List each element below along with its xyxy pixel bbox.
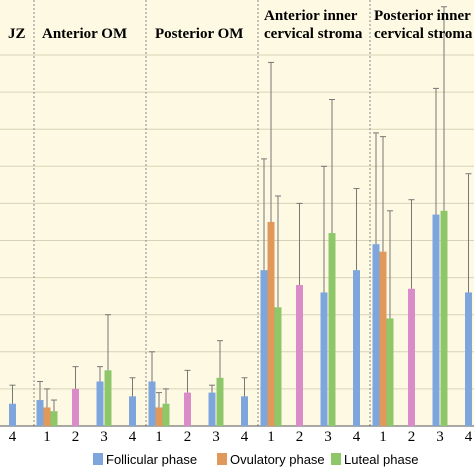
bar bbox=[43, 407, 51, 426]
bar bbox=[379, 251, 387, 426]
bar bbox=[155, 407, 163, 426]
x-tick-label: 3 bbox=[436, 429, 444, 445]
bar bbox=[267, 221, 275, 426]
x-tick-label: 4 bbox=[353, 429, 361, 445]
bar bbox=[72, 388, 79, 426]
bar bbox=[328, 233, 336, 426]
bar bbox=[320, 292, 328, 426]
group-title: Anterior inner cervical stroma bbox=[264, 8, 363, 42]
group-title: Posterior OM bbox=[155, 26, 243, 42]
bar bbox=[260, 270, 268, 426]
x-tick-labels: 4 1 2 3 4 1 2 3 4 1 2 3 4 1 2 3 4 bbox=[9, 429, 473, 445]
bar bbox=[184, 392, 191, 426]
bar bbox=[96, 381, 104, 426]
bar bbox=[432, 214, 440, 426]
bar bbox=[372, 244, 380, 426]
legend-swatch bbox=[217, 453, 227, 465]
legend-swatch bbox=[93, 453, 103, 465]
bar bbox=[129, 396, 136, 426]
bar bbox=[274, 307, 282, 426]
x-tick-label: 3 bbox=[212, 429, 220, 445]
x-tick-label: 1 bbox=[379, 429, 387, 445]
bar bbox=[104, 370, 112, 426]
x-tick-label: 2 bbox=[408, 429, 416, 445]
x-tick-label: 3 bbox=[324, 429, 332, 445]
bar bbox=[148, 381, 156, 426]
legend-label: Follicular phase bbox=[106, 452, 197, 467]
x-tick-label: 1 bbox=[267, 429, 275, 445]
x-tick-label: 2 bbox=[184, 429, 192, 445]
bar bbox=[296, 285, 303, 426]
bar bbox=[386, 318, 394, 426]
plot-background bbox=[0, 0, 474, 426]
group-title: Posterior inner cervical stroma bbox=[374, 8, 473, 42]
bar bbox=[353, 270, 360, 426]
bar bbox=[465, 292, 472, 426]
x-tick-label: 1 bbox=[43, 429, 51, 445]
legend-swatch bbox=[331, 453, 341, 465]
bar bbox=[36, 400, 44, 426]
bar bbox=[216, 377, 224, 426]
x-tick-label: 2 bbox=[296, 429, 304, 445]
x-tick-label: 2 bbox=[72, 429, 80, 445]
error-bars bbox=[9, 6, 472, 412]
legend: Follicular phase Ovulatory phase Luteal ph… bbox=[93, 452, 418, 467]
bar bbox=[50, 411, 58, 426]
x-tick-label: 4 bbox=[465, 429, 473, 445]
bar bbox=[208, 392, 216, 426]
x-tick-label: 4 bbox=[9, 429, 17, 445]
grid-lines bbox=[0, 54, 474, 390]
group-title: JZ bbox=[8, 26, 26, 42]
bar bbox=[440, 210, 448, 426]
legend-label: Ovulatory phase bbox=[230, 452, 325, 467]
bar bbox=[241, 396, 248, 426]
legend-label: Luteal phase bbox=[344, 452, 418, 467]
group-title: Anterior OM bbox=[42, 26, 127, 42]
x-tick-label: 4 bbox=[241, 429, 249, 445]
bar bbox=[9, 403, 16, 426]
x-tick-label: 3 bbox=[100, 429, 108, 445]
group-titles: JZ Anterior OM Posterior OM Anterior inner c… bbox=[8, 8, 473, 42]
bar bbox=[162, 403, 170, 426]
x-tick-label: 4 bbox=[129, 429, 137, 445]
bar bbox=[408, 288, 415, 426]
x-tick-label: 1 bbox=[155, 429, 163, 445]
bars bbox=[9, 210, 472, 426]
